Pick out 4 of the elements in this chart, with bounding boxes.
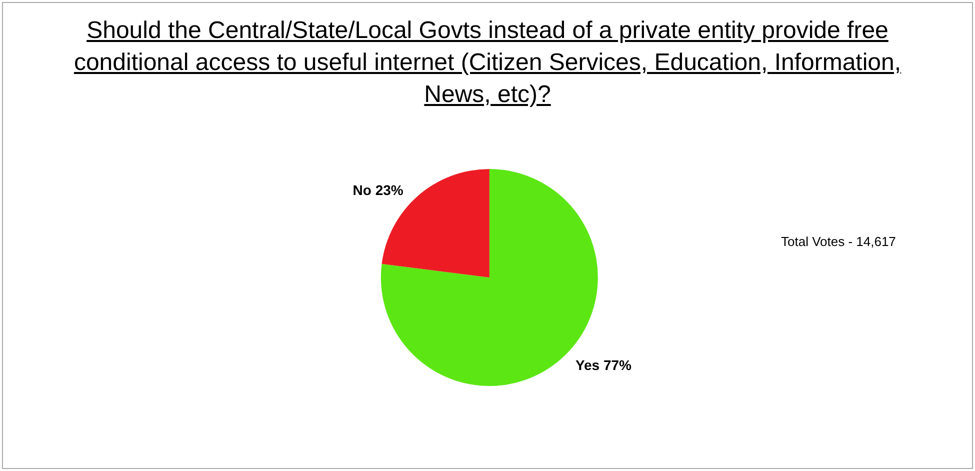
text: Total Votes - 14,617 [781, 234, 896, 249]
slice-label: Yes 77% [575, 356, 632, 373]
slice-label: No 23% [352, 182, 404, 198]
chart-title: Should the Central/State/Local Govts instead of a private entity provide free conditional access to useful internet (Citizen Services, Education, Information, News, etc)? [72, 16, 902, 110]
